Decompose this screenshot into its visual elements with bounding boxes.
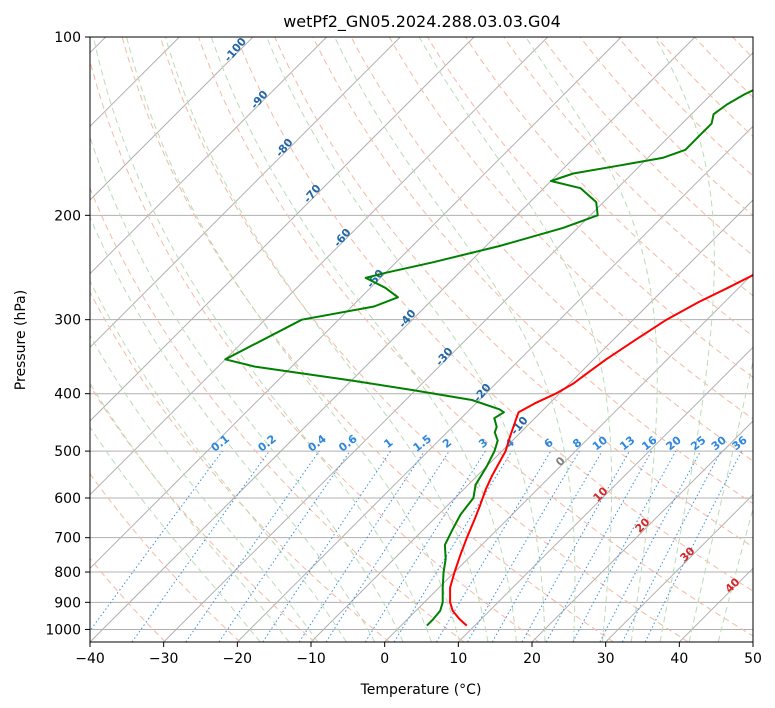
isotherm-line xyxy=(90,37,254,201)
isotherm-line xyxy=(90,37,475,422)
moist-adiabat-line xyxy=(266,37,546,642)
moist-adiabat-line xyxy=(164,37,489,642)
isotherm-line xyxy=(310,199,753,642)
y-tick-label: 700 xyxy=(54,531,81,547)
y-tick-label: 400 xyxy=(54,387,81,403)
mixing-ratio-line xyxy=(90,450,223,632)
y-tick-label: 800 xyxy=(54,565,81,581)
temperature-profile-line xyxy=(449,274,753,627)
tick-layer: −40 −30 −20 −10 0 10 20 30 40 50 100 200 300 400 500 60… xyxy=(45,30,762,667)
moist-adiabat-line xyxy=(90,382,290,642)
x-tick-label: 20 xyxy=(523,651,541,667)
isotherm-line xyxy=(90,37,328,275)
y-tick-label: 200 xyxy=(54,208,81,224)
y-tick-label: 100 xyxy=(54,30,81,46)
moist-adiabat-line xyxy=(90,334,319,642)
mixing-ratio-line xyxy=(364,450,486,642)
moist-adiabat-line xyxy=(92,37,432,642)
isotherm-line xyxy=(163,51,753,642)
moist-adiabat-line xyxy=(90,426,261,642)
x-tick-label: −20 xyxy=(223,651,253,667)
moist-adiabat-line xyxy=(90,135,404,642)
y-axis-label: Pressure (hPa) xyxy=(13,290,29,390)
y-tick-label: 1000 xyxy=(45,622,81,638)
mixing-ratio-line xyxy=(491,450,603,642)
x-tick-label: 50 xyxy=(744,651,762,667)
moist-adiabat-line xyxy=(334,37,576,642)
x-tick-label: 0 xyxy=(380,651,389,667)
mixing-ratio-line xyxy=(545,450,653,642)
dry-adiabat-line xyxy=(159,37,689,642)
y-tick-label: 900 xyxy=(54,595,81,611)
axes-border xyxy=(89,36,754,643)
x-tick-label: −30 xyxy=(149,651,179,667)
moist-adiabat-line xyxy=(90,279,347,642)
dewpoint-profile-line xyxy=(224,89,753,627)
mixing-ratio-line xyxy=(218,450,351,642)
dry-adiabat-line xyxy=(236,37,753,592)
x-axis-label: Temperature (°C) xyxy=(360,682,482,698)
dry-adiabat-line xyxy=(426,37,753,378)
isotherm-line xyxy=(457,346,753,642)
dry-adiabat-line xyxy=(90,59,540,642)
mixing-ratio-line xyxy=(435,450,552,642)
mixing-ratio-line xyxy=(393,450,513,642)
mixing-ratio-line xyxy=(467,450,580,642)
moist-adiabat-line xyxy=(654,37,715,642)
x-tick-label: −10 xyxy=(296,651,326,667)
mixing-ratio-line xyxy=(131,450,270,642)
x-tick-label: −40 xyxy=(75,651,105,667)
dry-adiabat-line xyxy=(90,186,465,642)
dry-adiabat-line xyxy=(274,37,753,548)
x-tick-label: 30 xyxy=(597,651,615,667)
mixing-ratio-line xyxy=(325,450,450,642)
isotherm-line xyxy=(236,125,753,642)
axes-frame xyxy=(89,36,754,643)
moist-adiabat-line xyxy=(418,37,613,642)
x-tick-label: 10 xyxy=(449,651,467,667)
mixing-ratio-line xyxy=(572,450,677,642)
dry-adiabat-line xyxy=(503,37,753,297)
isotherm-line xyxy=(531,420,753,642)
moist-adiabat-line xyxy=(90,215,376,642)
moist-adiabat-line xyxy=(688,358,753,642)
isotherm-line xyxy=(605,493,753,642)
mixing-ratio-line xyxy=(521,450,630,642)
moist-adiabat-line xyxy=(126,37,461,642)
dry-adiabat-line xyxy=(121,37,614,642)
moist-adiabat-line xyxy=(525,37,658,642)
isotherm-line xyxy=(384,272,753,642)
isotherm-line xyxy=(90,37,696,642)
y-tick-label: 300 xyxy=(54,313,81,329)
dry-adiabat-line xyxy=(617,37,753,177)
x-tick-label: 40 xyxy=(670,651,688,667)
isotherm-line xyxy=(90,37,622,570)
moist-adiabat-line xyxy=(717,506,753,642)
dry-adiabat-line xyxy=(312,37,753,505)
y-tick-label: 500 xyxy=(54,444,81,460)
dry-adiabat-line xyxy=(90,291,390,642)
chart-title: wetPf2_GN05.2024.288.03.03.G04 xyxy=(283,12,561,32)
moist-adiabat-line xyxy=(210,37,517,642)
isotherm-line xyxy=(90,37,549,496)
dry-adiabat-line xyxy=(388,37,753,420)
isotherm-line xyxy=(90,37,401,349)
mixing-ratio-line xyxy=(185,450,320,642)
y-tick-label: 600 xyxy=(54,491,81,507)
dry-adiabat-line xyxy=(90,384,316,642)
plot-area: 0.1 0.2 0.4 0.6 1 1.5 2 3 4 6 8 10 13 16 20 25 30 36-100-… xyxy=(90,37,753,642)
